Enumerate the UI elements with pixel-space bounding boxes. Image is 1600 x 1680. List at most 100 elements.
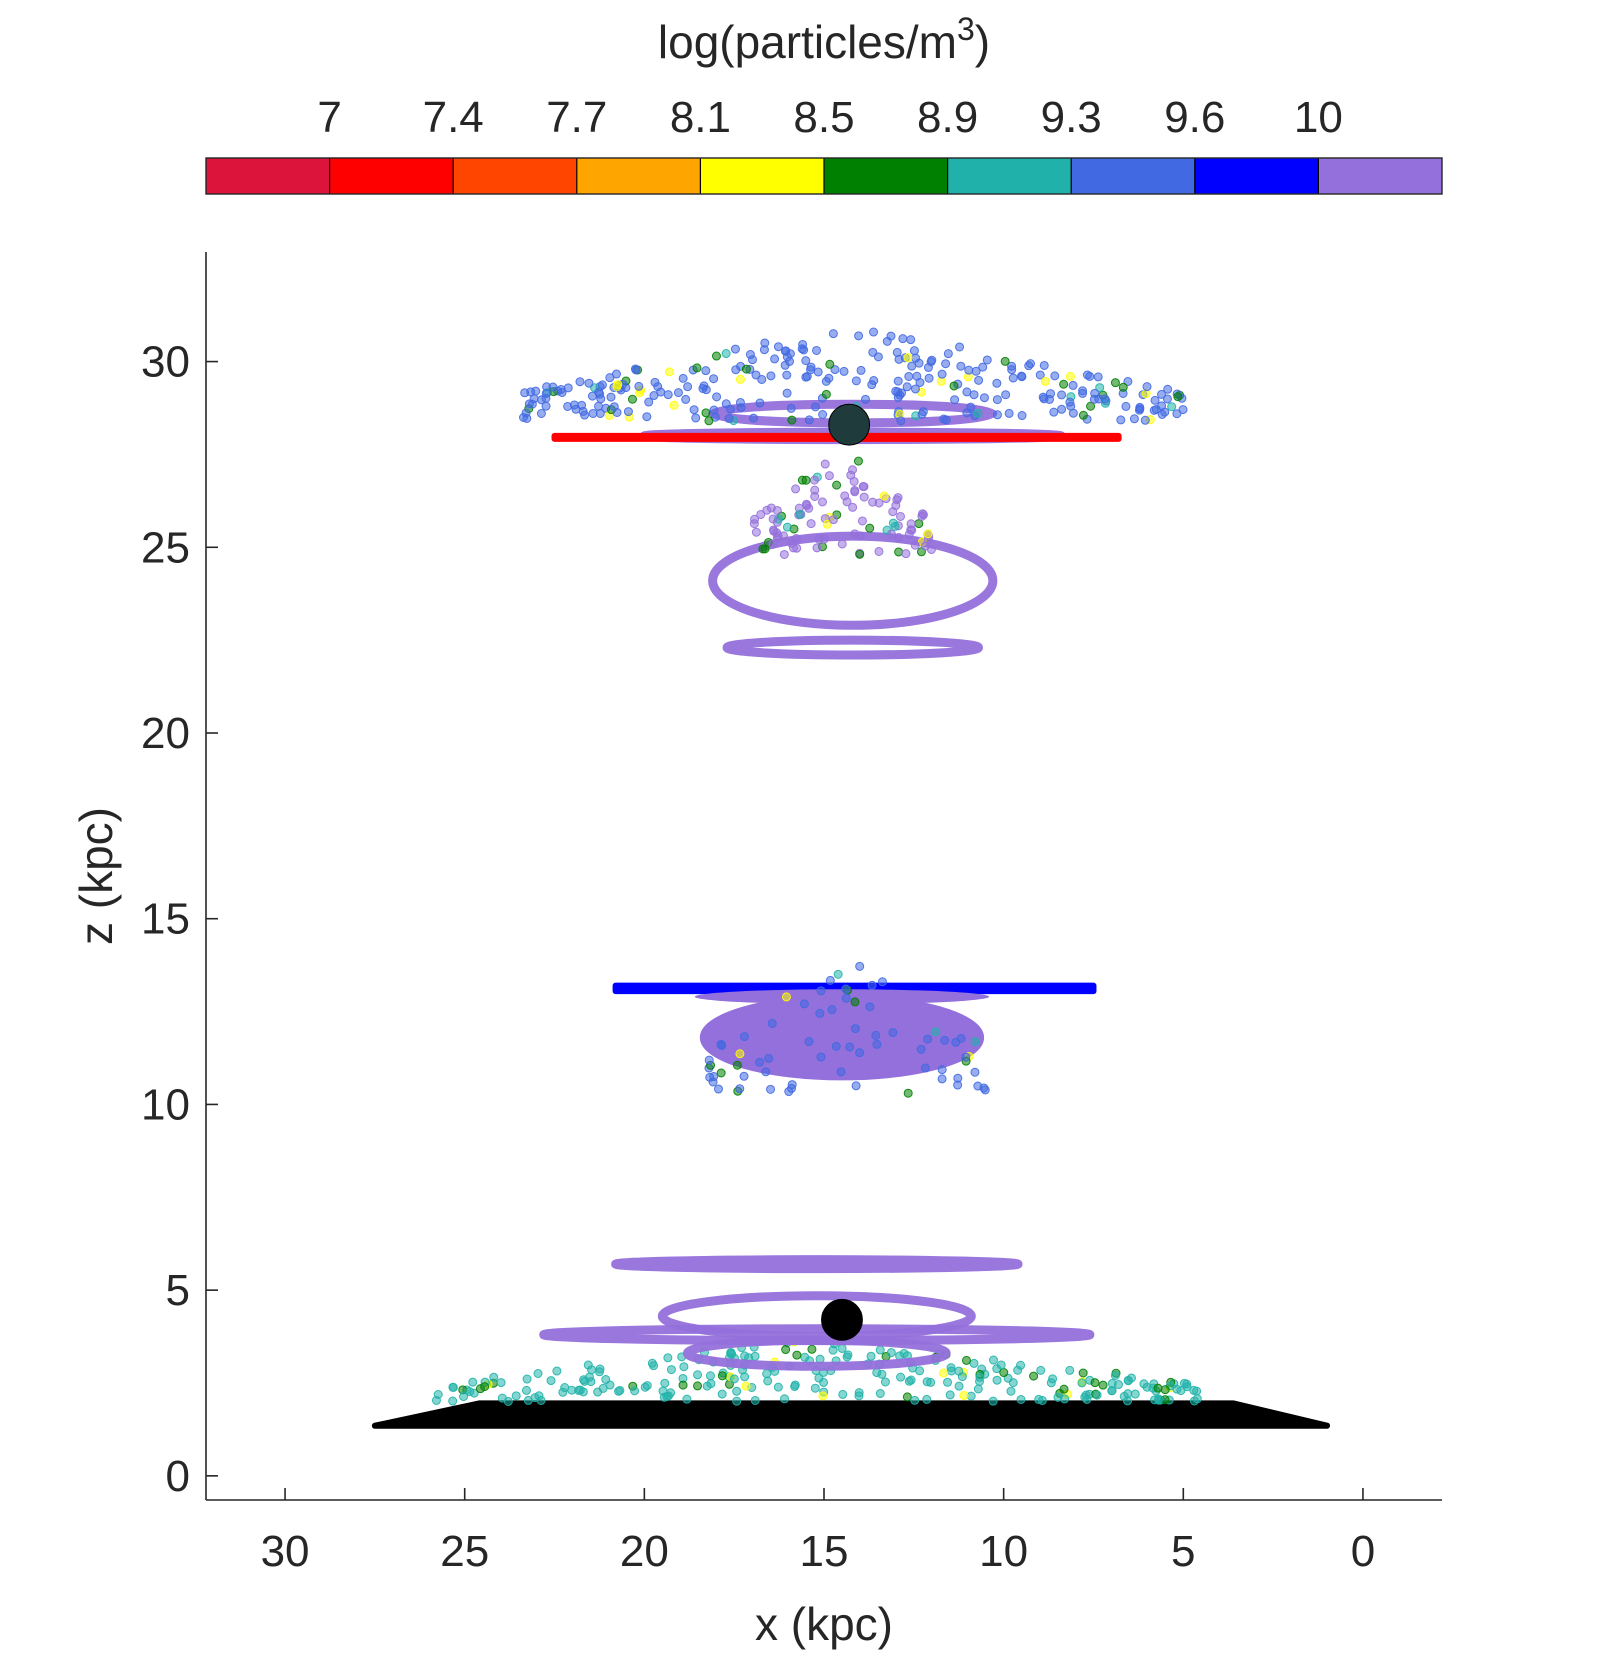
x-tick-label: 0 <box>1351 1527 1375 1576</box>
scatter-point <box>825 975 835 985</box>
scatter-point <box>903 353 913 363</box>
scatter-point <box>669 400 679 410</box>
scatter-point <box>828 329 838 339</box>
scatter-point <box>1078 386 1088 396</box>
scatter-point <box>717 1389 727 1399</box>
scatter-point <box>961 1355 971 1365</box>
scatter-point <box>1100 394 1110 404</box>
scatter-point <box>869 327 879 337</box>
scatter-point <box>839 366 849 376</box>
scatter-point <box>1157 389 1167 399</box>
scatter-point <box>1060 1394 1070 1404</box>
plot-area <box>371 327 1331 1429</box>
y-tick-label: 30 <box>141 338 190 387</box>
scatter-point <box>820 459 830 469</box>
scatter-point <box>1119 1391 1129 1401</box>
scatter-point <box>519 412 529 422</box>
scatter-point <box>770 354 780 364</box>
scatter-point <box>623 407 633 417</box>
scatter-point <box>660 1378 670 1388</box>
scatter-point <box>713 1084 723 1094</box>
scatter-point <box>766 371 776 381</box>
scatter-point <box>924 373 934 383</box>
scatter-point <box>730 344 740 354</box>
scatter-point <box>1082 370 1092 380</box>
scatter-point <box>875 1388 885 1398</box>
scatter-point <box>1162 394 1172 404</box>
scatter-point <box>1065 371 1075 381</box>
scatter-point <box>927 355 937 365</box>
scatter-point <box>726 1348 736 1358</box>
scatter-point <box>724 414 734 424</box>
scatter-point <box>755 1057 765 1067</box>
scatter-point <box>1134 405 1144 415</box>
y-axis-label: z (kpc) <box>70 807 122 945</box>
scatter-point <box>1008 373 1018 383</box>
scatter-point <box>739 1071 749 1081</box>
scatter-point <box>941 359 951 369</box>
scatter-point <box>804 503 814 513</box>
scatter-point <box>860 394 870 404</box>
scatter-point <box>716 1039 726 1049</box>
scatter-point <box>1178 405 1188 415</box>
colorbar-segment <box>453 158 577 194</box>
y-tick-label: 10 <box>141 1080 190 1129</box>
scatter-point <box>926 544 936 554</box>
scatter-point <box>1118 382 1128 392</box>
scatter-point <box>760 338 770 348</box>
scatter-point <box>1016 1394 1026 1404</box>
scatter-point <box>768 539 778 549</box>
scatter-point <box>828 515 838 525</box>
scatter-point <box>865 523 875 533</box>
colorbar-segment <box>700 158 824 194</box>
scatter-point <box>1189 1385 1199 1395</box>
scatter-point <box>459 1392 469 1402</box>
scatter-point <box>923 362 933 372</box>
scatter-point <box>1008 1378 1018 1388</box>
scatter-point <box>597 380 607 390</box>
scatter-point <box>914 519 924 529</box>
scatter-point <box>709 374 719 384</box>
scatter-point <box>1007 365 1017 375</box>
scatter-point <box>902 382 912 392</box>
scatter-point <box>662 1392 672 1402</box>
scatter-point <box>773 1382 783 1392</box>
scatter-point <box>979 1083 989 1093</box>
scatter-point <box>804 415 814 425</box>
scatter-point <box>1123 376 1133 386</box>
scatter-point <box>974 375 984 385</box>
scatter-point <box>649 1361 659 1371</box>
scatter-point <box>782 522 792 532</box>
scatter-point <box>541 393 551 403</box>
scatter-point <box>822 519 832 529</box>
scatter-point <box>791 534 801 544</box>
scatter-point <box>827 1005 837 1015</box>
scatter-point <box>833 969 843 979</box>
colorbar-segment <box>1071 158 1195 194</box>
scatter-point <box>851 1081 861 1091</box>
central-body <box>821 1298 863 1341</box>
disk-band <box>371 1400 1331 1429</box>
scatter-point <box>780 360 790 370</box>
scatter-point <box>973 408 983 418</box>
scatter-point <box>872 1039 882 1049</box>
scatter-point <box>709 405 719 415</box>
scatter-point <box>1153 1383 1163 1393</box>
scatter-point <box>1090 1378 1100 1388</box>
scatter-point <box>982 355 992 365</box>
structure-scatter-cloud <box>704 961 990 1098</box>
scatter-point <box>781 992 791 1002</box>
scatter-point <box>1017 372 1027 382</box>
scatter-point <box>631 365 641 375</box>
scatter-point <box>1163 384 1173 394</box>
scatter-point <box>634 381 644 391</box>
scatter-point <box>596 394 606 404</box>
orbit-loop <box>611 1255 1023 1274</box>
scatter-point <box>612 382 622 392</box>
scatter-point <box>650 377 660 387</box>
scatter-point <box>698 384 708 394</box>
scatter-point <box>936 376 946 386</box>
scatter-point <box>798 339 808 349</box>
scatter-point <box>956 361 966 371</box>
